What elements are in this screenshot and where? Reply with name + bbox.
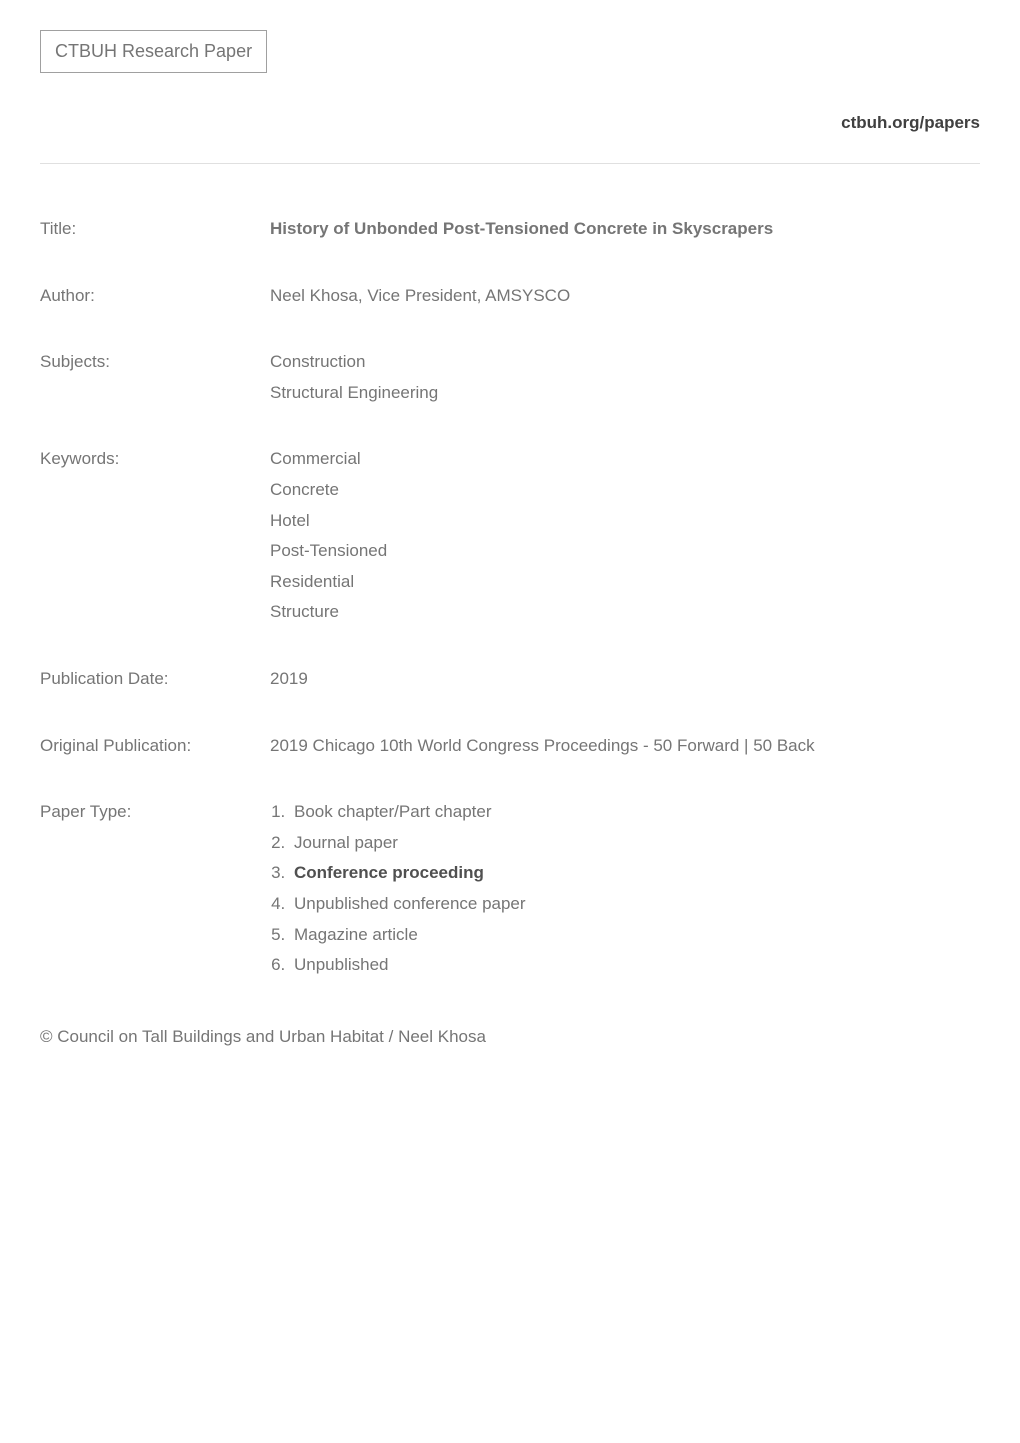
papertype-text: Unpublished xyxy=(294,955,389,974)
author-value: Neel Khosa, Vice President, AMSYSCO xyxy=(270,281,980,348)
papertype-label: Paper Type: xyxy=(40,797,270,1017)
papertype-item: Unpublished xyxy=(290,950,980,981)
papertype-row: Paper Type: Book chapter/Part chapter Jo… xyxy=(40,797,980,1017)
keyword-item: Structure xyxy=(270,597,980,628)
papertype-text: Conference proceeding xyxy=(294,863,484,882)
papertype-text: Unpublished conference paper xyxy=(294,894,526,913)
header-box-label: CTBUH Research Paper xyxy=(55,41,252,61)
pubdate-label: Publication Date: xyxy=(40,664,270,731)
papertype-text: Journal paper xyxy=(294,833,398,852)
papertype-item: Journal paper xyxy=(290,828,980,859)
papertype-text: Magazine article xyxy=(294,925,418,944)
papertype-value: Book chapter/Part chapter Journal paper … xyxy=(270,797,980,1017)
origpub-value: 2019 Chicago 10th World Congress Proceed… xyxy=(270,731,980,798)
keyword-item: Residential xyxy=(270,567,980,598)
author-row: Author: Neel Khosa, Vice President, AMSY… xyxy=(40,281,980,348)
copyright-text: © Council on Tall Buildings and Urban Ha… xyxy=(40,1027,980,1047)
keyword-item: Commercial xyxy=(270,444,980,475)
papertype-text: Book chapter/Part chapter xyxy=(294,802,492,821)
subjects-row: Subjects: Construction Structural Engine… xyxy=(40,347,980,444)
papertype-item: Book chapter/Part chapter xyxy=(290,797,980,828)
metadata-table: Title: History of Unbonded Post-Tensione… xyxy=(40,214,980,1017)
title-label: Title: xyxy=(40,214,270,281)
origpub-row: Original Publication: 2019 Chicago 10th … xyxy=(40,731,980,798)
papertype-item: Magazine article xyxy=(290,920,980,951)
keywords-label: Keywords: xyxy=(40,444,270,664)
papertype-item: Conference proceeding xyxy=(290,858,980,889)
subjects-label: Subjects: xyxy=(40,347,270,444)
papertype-item: Unpublished conference paper xyxy=(290,889,980,920)
keyword-item: Hotel xyxy=(270,506,980,537)
title-row: Title: History of Unbonded Post-Tensione… xyxy=(40,214,980,281)
keywords-value: Commercial Concrete Hotel Post-Tensioned… xyxy=(270,444,980,664)
pubdate-row: Publication Date: 2019 xyxy=(40,664,980,731)
header-box: CTBUH Research Paper xyxy=(40,30,267,73)
keyword-item: Concrete xyxy=(270,475,980,506)
title-value: History of Unbonded Post-Tensioned Concr… xyxy=(270,214,980,281)
subject-item: Structural Engineering xyxy=(270,378,980,409)
pubdate-value: 2019 xyxy=(270,664,980,731)
papertype-list: Book chapter/Part chapter Journal paper … xyxy=(270,797,980,981)
author-label: Author: xyxy=(40,281,270,348)
divider xyxy=(40,163,980,164)
keyword-item: Post-Tensioned xyxy=(270,536,980,567)
site-link: ctbuh.org/papers xyxy=(40,113,980,133)
origpub-label: Original Publication: xyxy=(40,731,270,798)
subjects-value: Construction Structural Engineering xyxy=(270,347,980,444)
keywords-row: Keywords: Commercial Concrete Hotel Post… xyxy=(40,444,980,664)
subject-item: Construction xyxy=(270,347,980,378)
